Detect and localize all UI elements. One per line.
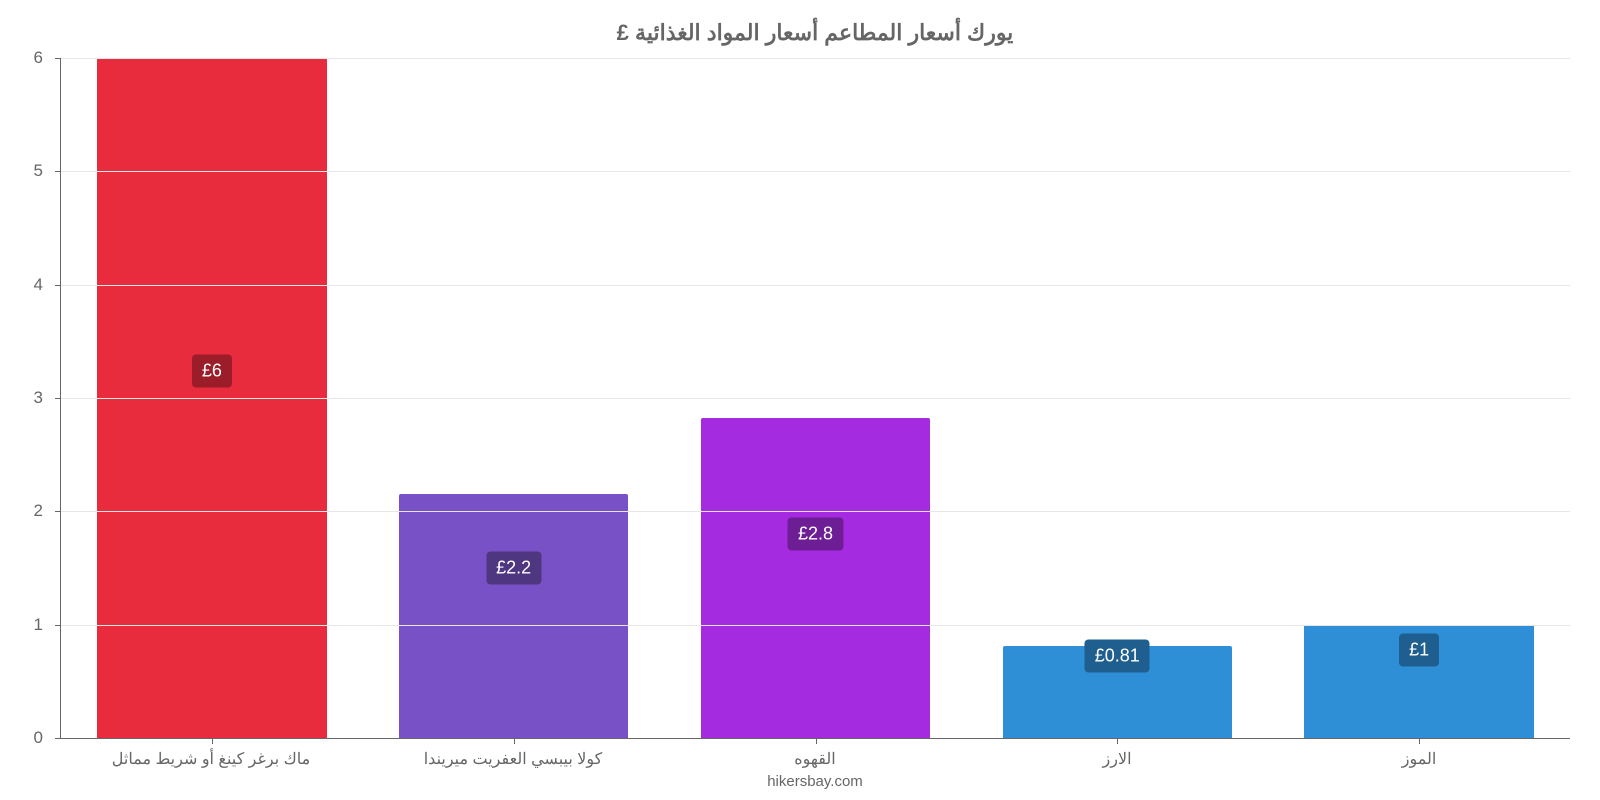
x-tick-mark xyxy=(816,738,817,744)
y-tick-label: 6 xyxy=(34,48,43,68)
plot-area: £6£2.2£2.8£0.81£1 0123456 xyxy=(60,58,1570,739)
x-tick-mark xyxy=(212,738,213,744)
x-tick-mark xyxy=(1419,738,1420,744)
gridline xyxy=(61,58,1570,59)
y-tick-mark xyxy=(55,398,61,399)
gridline xyxy=(61,511,1570,512)
price-bar-chart: يورك أسعار المطاعم أسعار المواد الغذائية… xyxy=(0,0,1600,800)
y-tick-mark xyxy=(55,738,61,739)
y-tick-label: 2 xyxy=(34,501,43,521)
bar-value-tag: £2.2 xyxy=(486,552,541,585)
x-tick-mark xyxy=(1117,738,1118,744)
attribution-text: hikersbay.com xyxy=(60,773,1570,790)
y-tick-label: 4 xyxy=(34,275,43,295)
bar-value-tag: £0.81 xyxy=(1085,640,1150,673)
x-tick-label: ماك برغر كينغ أو شريط مماثل xyxy=(60,749,362,769)
x-tick-mark xyxy=(514,738,515,744)
x-axis: ماك برغر كينغ أو شريط مماثلكولا بيبسي ال… xyxy=(60,749,1570,769)
bar-value-tag: £2.8 xyxy=(788,518,843,551)
y-tick-label: 1 xyxy=(34,615,43,635)
gridline xyxy=(61,285,1570,286)
y-tick-mark xyxy=(55,511,61,512)
chart-title: يورك أسعار المطاعم أسعار المواد الغذائية… xyxy=(60,20,1570,46)
bar xyxy=(701,418,930,738)
gridline xyxy=(61,171,1570,172)
y-tick-mark xyxy=(55,285,61,286)
bar-value-tag: £6 xyxy=(192,354,232,387)
x-tick-label: الارز xyxy=(966,749,1268,769)
y-tick-label: 3 xyxy=(34,388,43,408)
bar xyxy=(399,494,628,738)
x-tick-label: القهوه xyxy=(664,749,966,769)
y-tick-mark xyxy=(55,171,61,172)
bar-value-tag: £1 xyxy=(1399,633,1439,666)
x-tick-label: كولا بيبسي العفريت ميريندا xyxy=(362,749,664,769)
y-tick-mark xyxy=(55,58,61,59)
gridline xyxy=(61,398,1570,399)
x-tick-label: الموز xyxy=(1268,749,1570,769)
gridline xyxy=(61,625,1570,626)
y-tick-mark xyxy=(55,625,61,626)
y-tick-label: 0 xyxy=(34,728,43,748)
y-tick-label: 5 xyxy=(34,161,43,181)
